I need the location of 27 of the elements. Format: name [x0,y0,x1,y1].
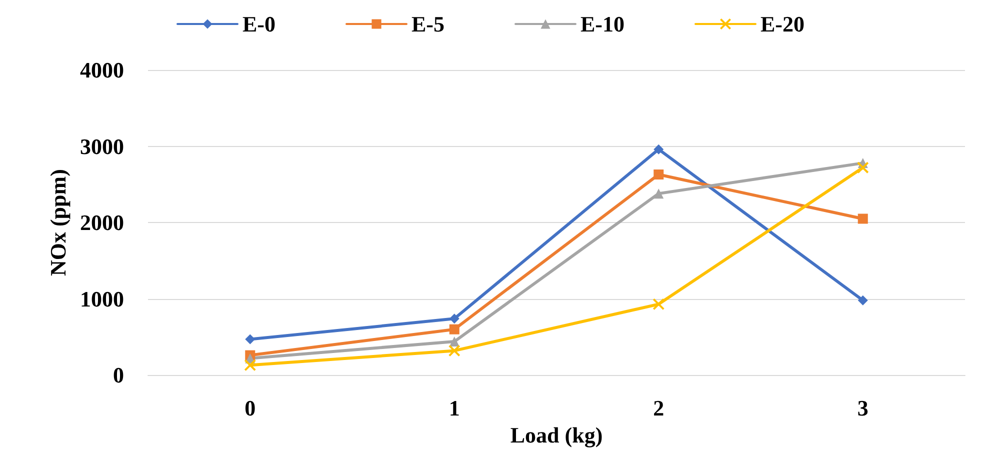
legend-label: E-0 [242,12,276,36]
x-tick-label: 0 [244,396,256,421]
point [856,162,869,174]
point [448,344,460,357]
y-tick-label: 0 [113,362,124,388]
legend-label: E-20 [760,12,804,36]
point [449,324,460,334]
legend-label: E-5 [412,12,444,36]
point [654,169,664,180]
point [858,214,868,224]
point [449,314,460,324]
y-tick-label: 2000 [80,210,124,236]
point [652,298,665,310]
point [244,359,256,372]
point [245,334,256,344]
y-tick-label: 1000 [80,286,124,312]
y-tick-label: 4000 [80,58,124,82]
x-axis-title: Load (kg) [510,422,603,448]
y-tick-label: 3000 [80,134,124,159]
point [654,144,664,154]
legend-label: E-10 [580,12,624,36]
x-tick-label: 1 [448,396,460,421]
y-axis-title: NOx (ppm) [46,169,71,276]
x-tick-label: 3 [857,396,868,421]
point [858,295,868,306]
point [654,188,664,199]
x-tick-label: 2 [653,396,664,421]
